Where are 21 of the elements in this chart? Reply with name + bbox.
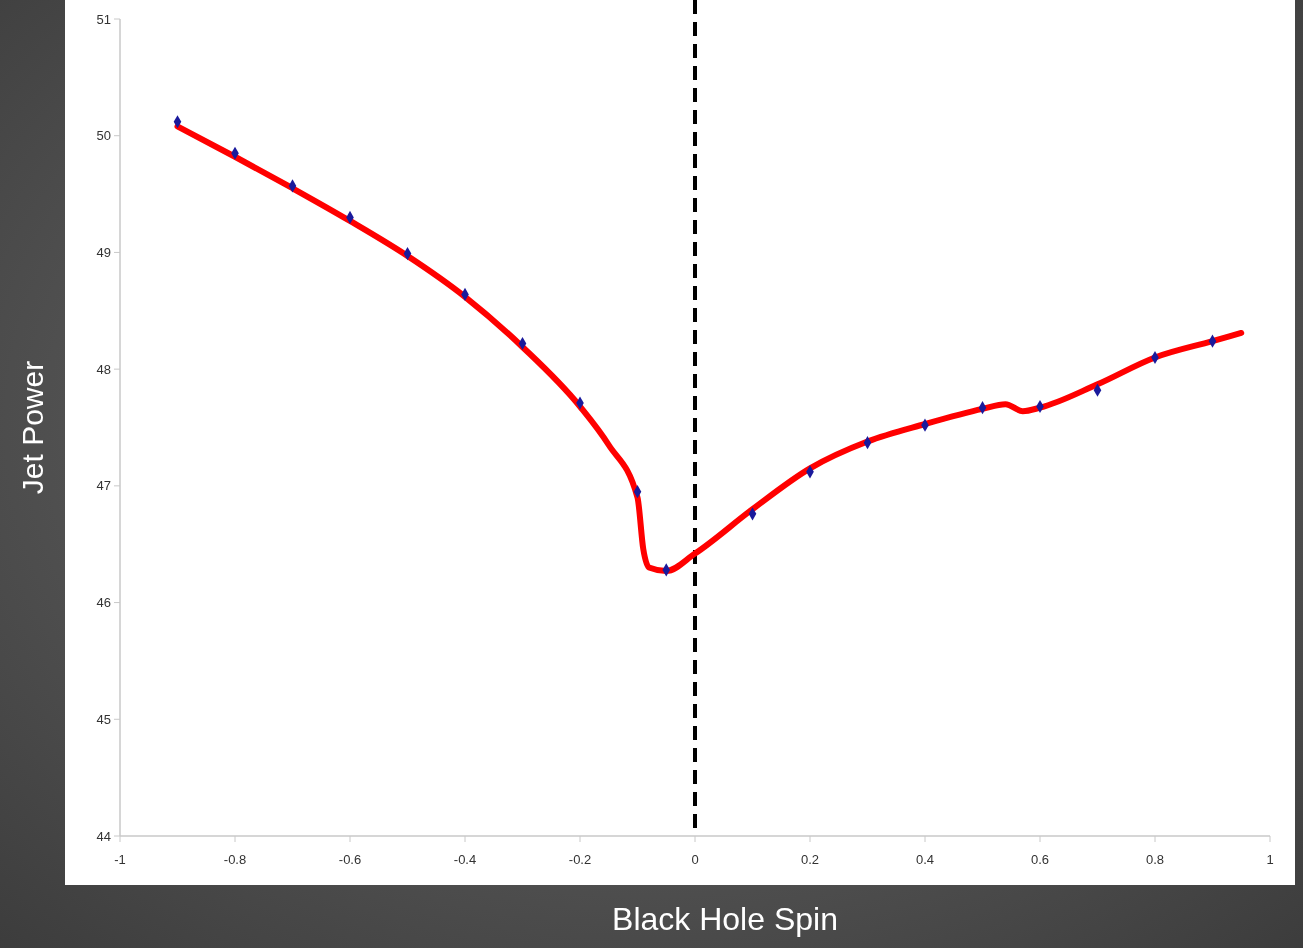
y-tick-label: 45 bbox=[96, 711, 111, 727]
x-axis-title: Black Hole Spin bbox=[612, 901, 838, 937]
y-axis-title: Jet Power bbox=[16, 360, 49, 495]
y-tick-label: 46 bbox=[96, 595, 111, 611]
y-tick-label: 47 bbox=[96, 478, 111, 494]
y-tick-label: 48 bbox=[96, 361, 111, 377]
x-tick-label: 0.8 bbox=[1145, 852, 1165, 867]
y-tick-label: 50 bbox=[96, 128, 111, 144]
x-tick-label: 0.6 bbox=[1030, 852, 1050, 867]
x-tick-label: 1 bbox=[1266, 852, 1274, 867]
y-tick-label: 49 bbox=[96, 244, 111, 260]
x-tick-label: -0.2 bbox=[568, 852, 592, 867]
x-tick-label: 0.2 bbox=[800, 852, 820, 867]
y-tick-label: 51 bbox=[96, 11, 111, 27]
x-tick-label: 0.4 bbox=[915, 852, 935, 867]
x-tick-label: -0.8 bbox=[223, 852, 247, 867]
x-tick-label: -0.4 bbox=[453, 852, 477, 867]
x-tick-label: -0.6 bbox=[338, 852, 362, 867]
x-tick-label: 0 bbox=[691, 852, 699, 867]
x-tick-label: -1 bbox=[114, 852, 126, 867]
y-tick-label: 44 bbox=[96, 828, 111, 844]
